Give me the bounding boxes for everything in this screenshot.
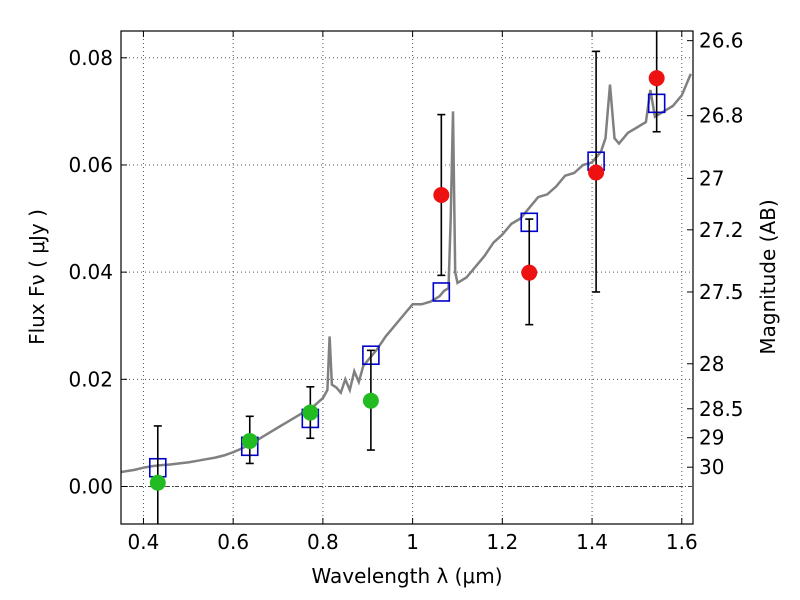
red-point [521,264,538,281]
green-point [149,474,166,491]
model-square [432,282,451,302]
right-tick-label: 28.5 [699,397,744,421]
y-tick-label: 0.06 [68,153,113,177]
green-point [241,432,258,449]
plot-frame [120,30,694,525]
red-point [433,186,450,203]
y-tick-label: 0.08 [68,46,113,70]
x-axis-label: Wavelength λ (μm) [311,564,502,588]
right-tick-label: 26.8 [699,104,744,128]
x-tick-label: 0.8 [307,530,339,554]
y-tick-label: 0.04 [68,260,113,284]
x-axis: 0.4 0.6 0.8 1 1.2 1.4 1.6 [128,31,698,554]
red-point [648,70,665,87]
right-tick-label: 26.6 [699,29,744,53]
x-tick-label: 0.4 [128,530,160,554]
y-tick-label: 0.00 [68,474,113,498]
x-tick-label: 1 [406,530,419,554]
right-axis-label: Magnitude (AB) [756,199,780,354]
right-tick-label: 29 [699,426,724,450]
red-point [588,164,605,181]
right-tick-label: 27.2 [699,218,744,242]
plot-area [121,31,692,524]
y-axis-label: Flux Fν ( μJy ) [25,209,49,345]
y-axis: 0.00 0.02 0.04 0.06 0.08 [68,46,127,498]
x-tick-label: 1.6 [666,530,698,554]
right-tick-label: 27 [699,166,724,190]
right-axis: 26.6 26.8 27 27.2 27.5 28 28.5 29 30 [687,29,744,479]
y-tick-label: 0.02 [68,367,113,391]
green-point [302,404,319,421]
x-tick-label: 1.2 [486,530,518,554]
plot-content [121,31,692,524]
x-tick-label: 1.4 [576,530,608,554]
right-tick-label: 27.5 [699,280,744,304]
right-tick-label: 28 [699,352,724,376]
green-point [362,392,379,409]
x-tick-label: 0.6 [217,530,249,554]
spectrum-line [121,73,692,474]
right-tick-label: 30 [699,455,724,479]
